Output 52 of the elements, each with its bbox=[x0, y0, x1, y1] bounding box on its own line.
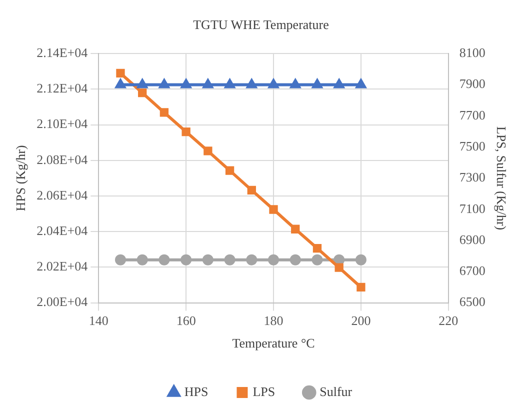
legend-label: LPS bbox=[252, 384, 276, 399]
point bbox=[160, 108, 169, 117]
point bbox=[158, 254, 170, 266]
legend-label: Sulfur bbox=[320, 384, 353, 399]
point bbox=[312, 244, 322, 253]
x-tick-label: 220 bbox=[438, 313, 458, 328]
point bbox=[269, 205, 278, 214]
point bbox=[246, 254, 258, 266]
y2-tick-label: 7100 bbox=[459, 200, 486, 216]
point bbox=[114, 254, 126, 266]
point bbox=[136, 254, 148, 266]
x-tick-label: 200 bbox=[351, 313, 371, 328]
x-tick-label: 180 bbox=[264, 313, 284, 328]
y2-tick-label: 7900 bbox=[459, 76, 486, 92]
y2-tick-label: 6700 bbox=[459, 263, 486, 278]
y2-tick-label: 7700 bbox=[459, 107, 486, 122]
x-tick-label: 160 bbox=[176, 313, 196, 328]
y-tick-label: 2.00E+04 bbox=[36, 294, 88, 310]
point bbox=[355, 254, 366, 266]
point bbox=[247, 186, 256, 195]
point bbox=[202, 254, 214, 266]
y-tick-label: 2.06E+04 bbox=[36, 187, 88, 202]
point bbox=[116, 68, 125, 78]
y-tick-label: 2.14E+04 bbox=[36, 45, 88, 60]
y2-tick-label: 6500 bbox=[459, 294, 486, 310]
point bbox=[225, 166, 234, 175]
point bbox=[268, 254, 280, 266]
x-axis-title: Temperature °C bbox=[232, 336, 315, 351]
point bbox=[180, 254, 192, 266]
legend-label: HPS bbox=[184, 384, 208, 399]
y2-tick-label: 8100 bbox=[459, 45, 486, 60]
y2-tick-label: 7300 bbox=[459, 170, 486, 185]
y-tick-label: 2.08E+04 bbox=[36, 152, 88, 167]
y2-tick-label: 6900 bbox=[459, 232, 486, 247]
point bbox=[334, 263, 344, 272]
point bbox=[291, 224, 300, 234]
point bbox=[138, 88, 147, 98]
point bbox=[224, 254, 236, 266]
point bbox=[182, 127, 190, 136]
y2-axis-title: LPS, Sulfur (Kg/hr) bbox=[494, 126, 509, 230]
point bbox=[290, 254, 301, 266]
y-tick-label: 2.04E+04 bbox=[36, 223, 88, 238]
point bbox=[356, 282, 366, 292]
point bbox=[312, 254, 323, 266]
y-tick-label: 2.10E+04 bbox=[36, 116, 88, 132]
y-axis-title: HPS (Kg/hr) bbox=[13, 145, 28, 212]
chart-title: TGTU WHE Temperature bbox=[193, 17, 330, 32]
point bbox=[204, 146, 212, 156]
y2-tick-label: 7500 bbox=[459, 138, 486, 154]
y-tick-label: 2.12E+04 bbox=[36, 80, 88, 96]
y-tick-label: 2.02E+04 bbox=[36, 258, 88, 274]
x-tick-label: 140 bbox=[88, 313, 108, 328]
